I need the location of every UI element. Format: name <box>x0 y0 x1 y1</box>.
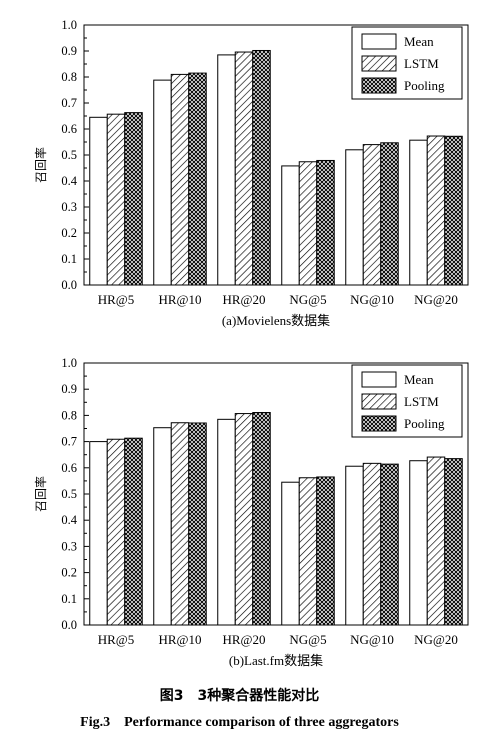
chart-subtitle: (b)Last.fm数据集 <box>229 653 323 668</box>
bar-lstm <box>234 51 254 286</box>
legend: Mean LSTM Pooling <box>351 364 463 438</box>
y-axis-label: 召回率 <box>33 476 48 512</box>
x-category-label: NG@10 <box>350 292 394 307</box>
bar-mean <box>281 165 300 286</box>
legend-swatch-lstm <box>361 393 397 410</box>
legend-label-pooling: Pooling <box>404 78 445 93</box>
y-axis-label: 召回率 <box>33 147 48 183</box>
y-tick-label: 0.9 <box>61 44 77 58</box>
legend-swatch-lstm <box>361 55 397 72</box>
bar-mean <box>89 441 108 626</box>
y-tick-label: 0.4 <box>61 174 77 188</box>
x-category-label: HR@20 <box>222 632 265 647</box>
x-category-label: HR@5 <box>98 292 135 307</box>
bar-pooling <box>124 112 143 286</box>
x-category-label: NG@10 <box>350 632 394 647</box>
y-tick-label: 0.6 <box>61 122 77 136</box>
bar-mean <box>217 54 236 286</box>
bar-pooling <box>188 72 207 286</box>
x-category-label: HR@10 <box>158 632 201 647</box>
bar-lstm <box>170 422 190 626</box>
y-tick-label: 0.8 <box>61 70 77 84</box>
legend-label-lstm: LSTM <box>404 56 439 71</box>
bar-lstm <box>362 144 382 286</box>
bar-mean <box>89 116 108 286</box>
bar-mean <box>345 465 364 626</box>
y-tick-label: 0.5 <box>61 148 77 162</box>
legend-swatch-mean <box>361 371 397 388</box>
chart-subtitle: (a)Movielens数据集 <box>222 313 330 328</box>
legend-swatch-mean <box>361 33 397 50</box>
y-tick-label: 0.0 <box>61 278 77 292</box>
bar-pooling <box>252 412 271 626</box>
y-tick-label: 0.2 <box>61 226 77 240</box>
bar-pooling <box>124 437 143 626</box>
legend: Mean LSTM Pooling <box>351 26 463 100</box>
chart-lastfm: 0.0 0.1 0.2 0.3 0.4 0.5 0.6 0.7 0.8 0.9 1.0 召回率 HR@5… <box>33 356 469 668</box>
bar-lstm <box>234 413 254 626</box>
y-tick-label: 0.2 <box>61 566 77 580</box>
y-tick-label: 1.0 <box>61 356 77 370</box>
legend-swatch-pooling <box>361 415 397 432</box>
bar-pooling <box>380 142 399 286</box>
y-tick-label: 0.1 <box>61 592 77 606</box>
x-category-label: HR@20 <box>222 292 265 307</box>
x-category-label: NG@20 <box>414 292 458 307</box>
legend-label-pooling: Pooling <box>404 416 445 431</box>
bar-lstm <box>298 477 318 626</box>
y-tick-label: 0.8 <box>61 408 77 422</box>
chart-movielens: 0.0 0.1 0.2 0.3 0.4 0.5 0.6 0.7 0.8 0.9 1.0 召回率 HR@5… <box>33 18 469 328</box>
legend-swatch-pooling <box>361 77 397 94</box>
legend-label-lstm: LSTM <box>404 394 439 409</box>
bar-mean <box>153 79 172 286</box>
bar-mean <box>217 418 236 626</box>
y-tick-label: 0.4 <box>61 513 77 527</box>
y-tick-label: 0.7 <box>61 96 77 110</box>
bar-mean <box>153 427 172 626</box>
y-tick-label: 0.7 <box>61 435 77 449</box>
y-tick-label: 0.0 <box>61 618 77 632</box>
y-tick-label: 1.0 <box>61 18 77 32</box>
bar-lstm <box>170 73 190 286</box>
bar-mean <box>345 149 364 286</box>
bar-pooling <box>444 458 463 626</box>
bar-pooling <box>380 463 399 626</box>
bar-pooling <box>316 476 335 626</box>
x-category-label: HR@5 <box>98 632 135 647</box>
bar-pooling <box>252 49 271 286</box>
y-tick-label: 0.6 <box>61 461 77 475</box>
caption-zh: 图3 3种聚合器性能对比 <box>160 687 319 704</box>
bar-lstm <box>106 113 126 286</box>
bar-pooling <box>316 159 335 286</box>
x-category-label: NG@20 <box>414 632 458 647</box>
bar-lstm <box>426 456 446 626</box>
caption-en: Fig.3 Performance comparison of three ag… <box>80 715 399 730</box>
y-tick-label: 0.5 <box>61 487 77 501</box>
bar-lstm <box>362 462 382 626</box>
bar-mean <box>409 139 428 286</box>
legend-label-mean: Mean <box>404 34 434 49</box>
bar-lstm <box>106 438 126 626</box>
bar-mean <box>281 481 300 626</box>
y-tick-label: 0.3 <box>61 200 77 214</box>
y-tick-label: 0.9 <box>61 382 77 396</box>
bar-mean <box>409 460 428 626</box>
bar-lstm <box>426 135 446 286</box>
legend-label-mean: Mean <box>404 372 434 387</box>
y-tick-label: 0.3 <box>61 539 77 553</box>
y-tick-label: 0.1 <box>61 252 77 266</box>
x-category-label: NG@5 <box>289 292 326 307</box>
x-category-label: NG@5 <box>289 632 326 647</box>
x-category-label: HR@10 <box>158 292 201 307</box>
bar-lstm <box>298 161 318 286</box>
bar-pooling <box>444 135 463 286</box>
bar-pooling <box>188 422 207 626</box>
